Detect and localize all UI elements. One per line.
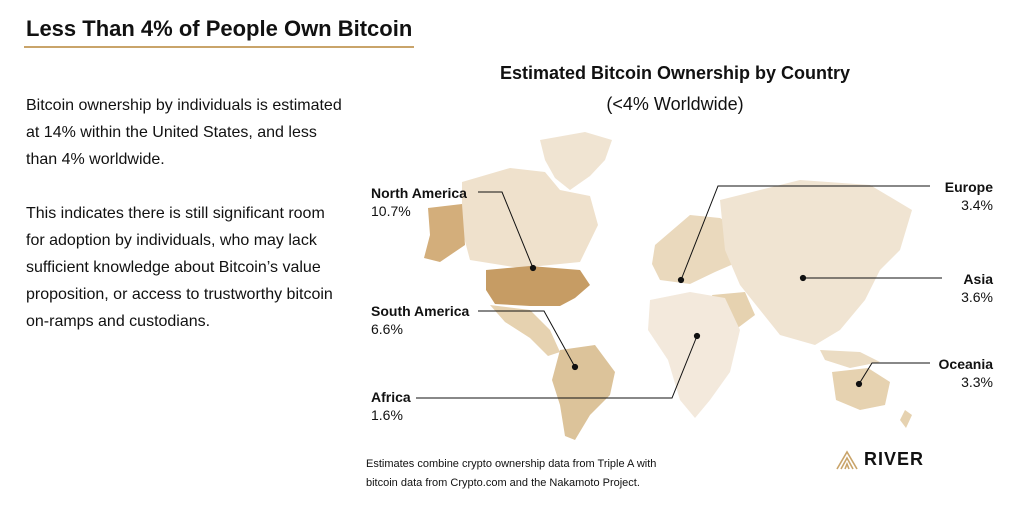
region-africa (648, 292, 740, 418)
region-alaska (424, 204, 465, 262)
region-name: South America (371, 303, 470, 319)
title-underline (24, 46, 414, 48)
map-shapes (424, 132, 912, 440)
region-europe (652, 215, 745, 284)
source-note: Estimates combine crypto ownership data … (366, 455, 726, 493)
region-asia (720, 180, 912, 345)
region-value: 3.6% (961, 289, 993, 305)
region-new-zealand (900, 410, 912, 428)
region-usa (486, 266, 590, 306)
source-line-2: bitcoin data from Crypto.com and the Nak… (366, 477, 640, 489)
region-se-asia (820, 350, 880, 368)
logo-text: RIVER (864, 449, 925, 469)
label-south-america: South America 6.6% (371, 302, 469, 338)
adoption-paragraph: This indicates there is still significan… (26, 205, 333, 330)
river-logo: RIVER (836, 449, 924, 470)
marker-asia (799, 274, 807, 282)
leader-north-america (478, 191, 534, 269)
region-value: 3.3% (961, 374, 993, 390)
region-value: 6.6% (371, 321, 403, 337)
region-name: Oceania (938, 356, 993, 372)
label-oceania: Oceania 3.3% (893, 355, 993, 391)
leader-europe (680, 185, 930, 281)
region-south-america (552, 345, 615, 440)
region-mexico (490, 305, 560, 356)
region-value: 3.4% (961, 197, 993, 213)
river-mountain-icon (836, 449, 858, 469)
region-australia (832, 368, 890, 410)
leader-oceania (858, 362, 930, 385)
region-name: Africa (371, 389, 411, 405)
source-line-1: Estimates combine crypto ownership data … (366, 458, 657, 470)
marker-south-america (571, 363, 579, 371)
label-north-america: North America 10.7% (371, 184, 467, 220)
marker-oceania (855, 380, 863, 388)
region-greenland (540, 132, 612, 190)
region-canada (462, 168, 598, 268)
region-name: Europe (944, 179, 993, 195)
leader-lines (416, 185, 942, 399)
marker-africa (693, 332, 701, 340)
chart-title: Estimated Bitcoin Ownership by Country (499, 63, 851, 83)
region-value: 10.7% (371, 203, 411, 219)
label-africa: Africa 1.6% (371, 388, 411, 424)
chart-subtitle: (<4% Worldwide) (606, 94, 744, 114)
intro-paragraph: Bitcoin ownership by individuals is esti… (26, 97, 342, 168)
page-title: Less Than 4% of People Own Bitcoin (26, 16, 413, 41)
label-asia: Asia 3.6% (893, 270, 993, 306)
label-europe: Europe 3.4% (893, 178, 993, 214)
marker-north-america (529, 264, 537, 272)
region-name: Asia (963, 271, 993, 287)
leader-africa (416, 335, 698, 399)
marker-europe (677, 276, 685, 284)
leader-south-america (478, 310, 576, 368)
region-value: 1.6% (371, 407, 403, 423)
region-name: North America (371, 185, 467, 201)
